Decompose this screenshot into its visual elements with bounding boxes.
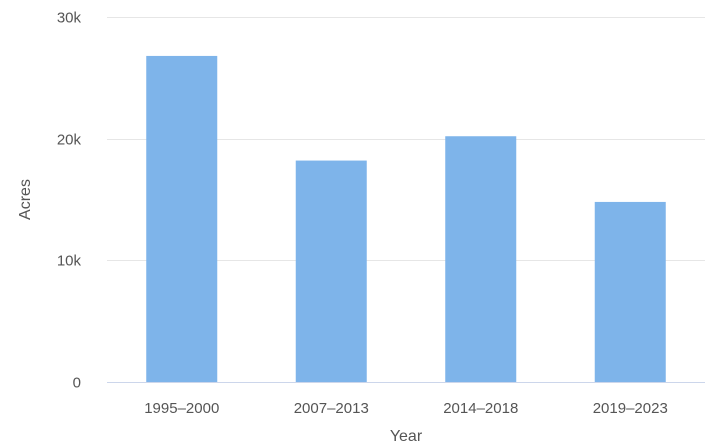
x-axis-ticks: 1995–2000 2007–2013 2014–2018 2019–2023 [144, 400, 668, 417]
y-tick-label: 30k [57, 10, 82, 27]
y-tick-label: 10k [57, 253, 82, 270]
y-axis-title: Acres [17, 179, 34, 220]
bar[interactable] [295, 160, 367, 382]
y-tick-label: 0 [73, 375, 81, 392]
x-tick-label: 2019–2023 [593, 400, 668, 417]
x-tick-label: 2014–2018 [443, 400, 518, 417]
bar[interactable] [594, 201, 666, 382]
x-tick-label: 2007–2013 [294, 400, 369, 417]
x-tick-label: 1995–2000 [144, 400, 219, 417]
y-axis-ticks: 0 10k 20k 30k [57, 10, 82, 392]
y-tick-label: 20k [57, 132, 82, 149]
bars [146, 55, 666, 382]
x-axis-title: Year [390, 428, 423, 445]
bar[interactable] [445, 136, 517, 382]
bar[interactable] [146, 55, 218, 382]
